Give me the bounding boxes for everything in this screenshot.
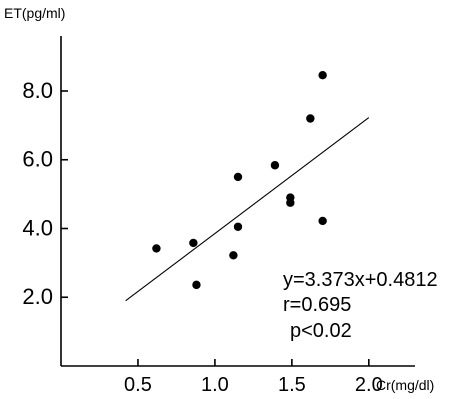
data-point xyxy=(233,172,243,182)
p-value: p<0.02 xyxy=(290,320,352,342)
data-point xyxy=(270,161,280,170)
y-ticks: 2.0 4.0 6.0 8.0 xyxy=(22,78,68,309)
x-tick-label: 0.5 xyxy=(124,374,152,396)
data-point xyxy=(286,193,295,202)
data-point xyxy=(152,244,161,253)
regression-annotation: y=3.373x+0.4812 r=0.695 p<0.02 xyxy=(283,269,438,342)
data-point xyxy=(189,238,198,248)
x-tick-label: 1.0 xyxy=(201,374,229,396)
x-tick-label: 1.5 xyxy=(278,374,306,396)
data-point xyxy=(306,114,315,123)
x-ticks: 0.5 1.0 1.5 2.0 xyxy=(124,359,383,396)
regression-line xyxy=(125,117,370,302)
x-tick-label: 2.0 xyxy=(355,374,383,396)
y-tick-label: 2.0 xyxy=(22,284,53,309)
y-tick-label: 4.0 xyxy=(22,215,53,240)
y-tick-label: 6.0 xyxy=(22,147,53,172)
regression-equation: y=3.373x+0.4812 xyxy=(283,269,438,291)
y-tick-label: 8.0 xyxy=(22,78,53,103)
correlation-coefficient: r=0.695 xyxy=(283,294,351,316)
data-point xyxy=(229,251,238,260)
x-axis-title: Cr(mg/dl) xyxy=(376,377,434,393)
axes xyxy=(60,36,415,367)
data-point xyxy=(318,70,327,80)
data-point xyxy=(192,280,201,290)
data-point xyxy=(318,216,327,226)
y-axis-title: ET(pg/ml) xyxy=(4,5,65,21)
data-points xyxy=(152,70,327,290)
data-point xyxy=(233,222,243,231)
